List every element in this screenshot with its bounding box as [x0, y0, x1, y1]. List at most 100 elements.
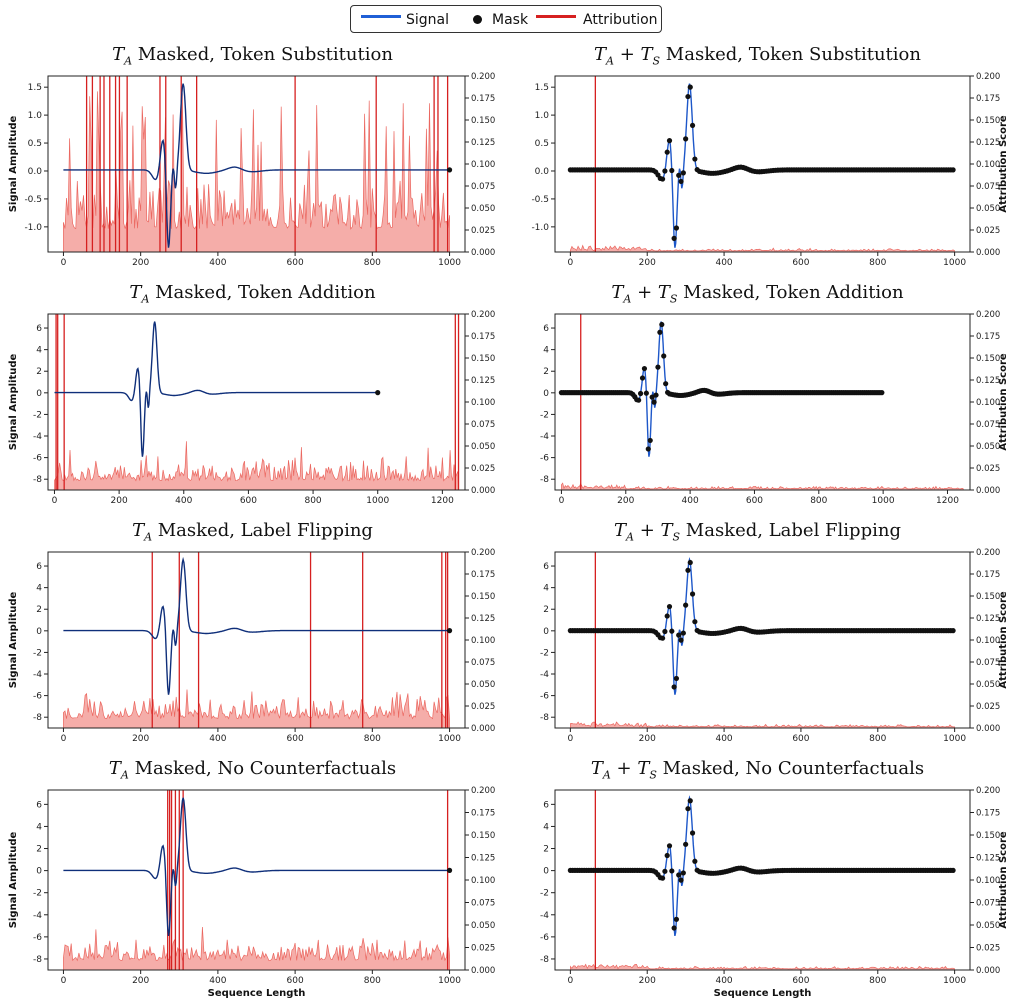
panel-title: TA + TS Masked, Token Substitution	[594, 44, 921, 68]
y2-tick-label: 0.075	[976, 182, 1000, 192]
chart-7: 0 200 400 600 800 1000 -8 -6 -4 -2 0 2 4 6 0.000 0.025 0…	[8, 786, 495, 999]
y-tick-label: -2	[540, 410, 549, 420]
x-tick-label: 800	[869, 976, 886, 986]
x-tick-label: 800	[810, 496, 827, 506]
x-tick-label: 600	[240, 496, 257, 506]
y2-tick-label: 0.125	[471, 614, 495, 624]
y-tick-label: 0	[543, 389, 549, 399]
y-tick-label: -4	[33, 670, 42, 680]
mask-point	[666, 138, 673, 144]
y2-tick-label: 0.175	[976, 570, 1000, 580]
y2-tick-label: 0.050	[471, 921, 495, 931]
y2-tick-label: 0.000	[976, 724, 1000, 734]
x-tick-label: 800	[304, 496, 321, 506]
y-tick-label: 2	[543, 605, 549, 615]
mask-point	[678, 637, 684, 643]
chart-3: 0 200 400 600 800 1000 1200 -8 -6 -4 -2 0 2 4 6 0.000 0.…	[8, 310, 495, 506]
attribution-area	[570, 721, 955, 729]
mask-point	[683, 136, 689, 142]
x-tick-label: 0	[568, 258, 574, 268]
y2-tick-label: 0.075	[471, 658, 495, 668]
y-tick-label: 1.5	[28, 83, 42, 93]
x-tick-label: 600	[287, 976, 304, 986]
x-tick-label: 600	[287, 734, 304, 744]
y-tick-label: -2	[33, 889, 42, 899]
y2-tick-label: 0.025	[471, 702, 495, 712]
y2-tick-label: 0.025	[471, 464, 495, 474]
attribution-area	[63, 926, 450, 971]
x-tick-label: 1000	[366, 496, 389, 506]
y2-tick-label: 0.125	[976, 854, 1000, 864]
x-tick-label: 400	[715, 734, 732, 744]
panel-2: TA + TS Masked, Token Substitution 0 200 4…	[505, 44, 1010, 272]
x-tick-label: 200	[132, 976, 149, 986]
x-tick-label: 0	[568, 976, 574, 986]
x-tick-label: 400	[715, 976, 732, 986]
signal-line	[63, 797, 450, 937]
y-tick-label: -8	[33, 475, 42, 485]
y2-tick-label: 0.200	[471, 72, 495, 82]
attribution-area	[54, 441, 459, 491]
panel-3: TA Masked, Token Addition 0 200 400 600 800 1…	[0, 282, 505, 510]
y2-tick-label: 0.050	[471, 680, 495, 690]
mask-point	[879, 390, 885, 396]
y2-tick-label: 0.150	[976, 354, 1000, 364]
y-tick-label: -4	[33, 911, 42, 921]
x-tick-label: 200	[639, 734, 656, 744]
y-tick-label: -6	[540, 454, 549, 464]
y-tick-label: -2	[33, 410, 42, 420]
x-tick-label: 800	[869, 734, 886, 744]
y2-tick-label: 0.125	[976, 138, 1000, 148]
legend: Signal Mask Attribution	[350, 5, 662, 33]
y2-tick-label: 0.100	[471, 876, 495, 886]
y2-tick-label: 0.125	[471, 854, 495, 864]
mask-point	[647, 437, 653, 444]
attribution-area	[561, 482, 965, 491]
y2-tick-label: 0.050	[471, 204, 495, 214]
panel-4: TA + TS Masked, Token Addition 0 200 400 60…	[505, 282, 1010, 510]
y2-tick-label: 0.100	[976, 160, 1000, 170]
x-tick-label: 400	[209, 976, 226, 986]
y2-tick-label: 0.150	[976, 592, 1000, 602]
mask-point	[645, 446, 651, 452]
mask-point	[671, 925, 677, 931]
x-tick-label: 1000	[438, 734, 461, 744]
x-tick-label: 0	[61, 258, 67, 268]
panel-8: TA + TS Masked, No Counterfactuals 0 200 4…	[505, 758, 1010, 999]
x-tick-label: 400	[175, 496, 192, 506]
chart-8: 0 200 400 600 800 1000 -8 -6 -4 -2 0 2 4 6 0.000 0.025 0…	[540, 786, 1009, 999]
x-tick-label: 200	[617, 496, 634, 506]
y2-tick-label: 0.200	[976, 72, 1000, 82]
panel-title: TA + TS Masked, Label Flipping	[614, 520, 901, 544]
mask-point	[689, 122, 696, 129]
panel-title: TA + TS Masked, No Counterfactuals	[590, 758, 925, 782]
y-tick-label: 6	[543, 324, 549, 334]
y-tick-label: -0.5	[531, 195, 549, 205]
x-tick-label: 200	[639, 258, 656, 268]
y-tick-label: 6	[36, 562, 42, 572]
signal-legend-line	[361, 15, 401, 18]
x-tick-label: 600	[746, 496, 763, 506]
x-tick-label: 0	[52, 496, 58, 506]
chart-4: 0 200 400 600 800 1000 1200 -8 -6 -4 -2 0 2 4 6 0.000 0.…	[540, 310, 1009, 506]
mask-point	[678, 178, 684, 185]
y2-tick-label: 0.125	[471, 376, 495, 386]
mask-point	[687, 559, 693, 566]
mask-point	[649, 394, 655, 400]
y-tick-label: 1.0	[535, 111, 550, 121]
y2-tick-label: 0.025	[976, 702, 1000, 712]
y2-tick-label: 0.150	[976, 116, 1000, 126]
y2-tick-label: 0.100	[976, 876, 1000, 886]
mask-legend-marker	[473, 15, 482, 24]
mask-point	[685, 93, 691, 100]
mask-point	[685, 806, 691, 812]
mask-point	[666, 843, 673, 849]
y-tick-label: -2	[33, 648, 42, 658]
mask-point	[661, 353, 667, 359]
attribution-legend-line	[536, 15, 576, 18]
mask-point	[950, 167, 956, 173]
y-tick-label: -2	[540, 648, 549, 658]
mask-point	[950, 628, 956, 634]
mask-point	[659, 176, 666, 182]
signal-line	[561, 321, 884, 457]
